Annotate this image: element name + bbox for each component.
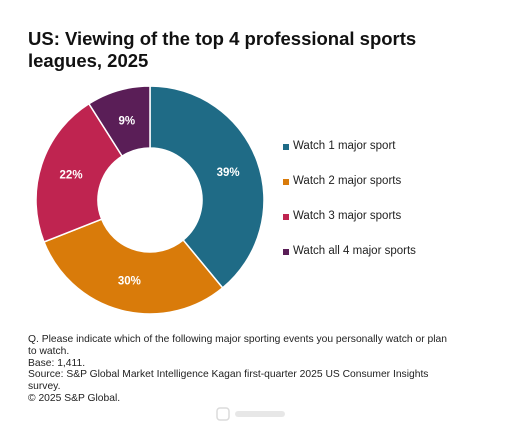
donut-slices: [35, 85, 265, 315]
slice-label-4: 9%: [119, 115, 136, 127]
donut-labels: 39% 30% 22% 9%: [60, 115, 240, 287]
legend-label: Watch 3 major sports: [293, 210, 402, 222]
watermark-icon: [216, 407, 285, 421]
slice-4: [87, 85, 151, 158]
legend-label: Watch all 4 major sports: [293, 245, 416, 257]
slice-1: [149, 85, 265, 289]
chart-title: US: Viewing of the top 4 professional sp…: [28, 28, 417, 71]
legend-label: Watch 1 major sport: [293, 140, 396, 152]
legend-swatch: [283, 179, 289, 185]
legend-swatch: [283, 144, 289, 150]
legend-item-4: Watch all 4 major sports: [283, 245, 416, 280]
survey-question: Q. Please indicate which of the followin…: [28, 334, 447, 357]
slice-label-1: 39%: [217, 167, 240, 179]
legend-item-3: Watch 3 major sports: [283, 210, 416, 245]
sample-base: Base: 1,411.: [28, 357, 86, 369]
footnotes: Q. Please indicate which of the followin…: [28, 334, 448, 405]
legend-label: Watch 2 major sports: [293, 175, 402, 187]
legend-swatch: [283, 249, 289, 255]
source-note: Source: S&P Global Market Intelligence K…: [28, 369, 429, 393]
slice-3: [35, 102, 124, 243]
legend-swatch: [283, 214, 289, 220]
slice-label-3: 22%: [60, 169, 83, 181]
slice-label-2: 30%: [118, 275, 141, 287]
legend-item-1: Watch 1 major sport: [283, 140, 416, 175]
copyright-note: © 2025 S&P Global.: [28, 392, 121, 404]
slice-2: [43, 218, 224, 315]
legend: Watch 1 major sport Watch 2 major sports W…: [283, 140, 416, 280]
legend-item-2: Watch 2 major sports: [283, 175, 416, 210]
